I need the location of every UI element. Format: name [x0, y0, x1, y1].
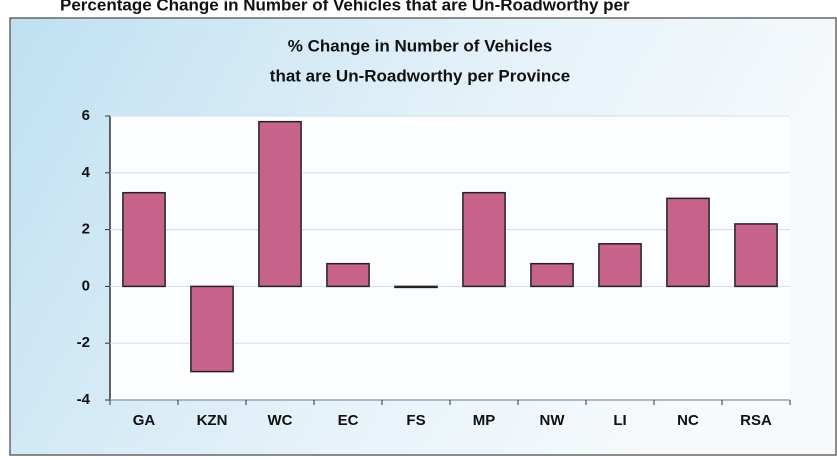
y-tick-label: -2 — [77, 334, 90, 351]
bar — [734, 223, 778, 288]
x-tick-label: MP — [473, 412, 496, 429]
bar — [462, 191, 506, 288]
bar — [122, 191, 166, 288]
bar — [666, 197, 710, 288]
y-tick-label: 4 — [82, 164, 91, 181]
bar — [530, 262, 574, 288]
page-caption: Percentage Change in Number of Vehicles … — [60, 0, 630, 14]
chart-title: that are Un-Roadworthy per Province — [270, 66, 570, 85]
x-tick-label: NW — [540, 412, 566, 429]
y-tick-label: 6 — [82, 107, 90, 124]
y-tick-label: 0 — [82, 277, 90, 294]
bar — [258, 120, 302, 288]
x-tick-label: RSA — [740, 412, 772, 429]
x-tick-label: LI — [613, 412, 626, 429]
x-tick-label: WC — [268, 412, 293, 429]
y-tick-label: -4 — [77, 391, 91, 408]
bar — [326, 262, 370, 288]
x-tick-label: FS — [406, 412, 425, 429]
x-tick-label: KZN — [197, 412, 228, 429]
chart-title: % Change in Number of Vehicles — [288, 36, 553, 55]
bar — [598, 243, 642, 288]
bar — [394, 285, 438, 289]
x-tick-label: NC — [677, 412, 699, 429]
y-tick-label: 2 — [82, 221, 90, 238]
x-tick-label: EC — [338, 412, 359, 429]
x-tick-label: GA — [133, 412, 156, 429]
bar — [190, 285, 234, 373]
